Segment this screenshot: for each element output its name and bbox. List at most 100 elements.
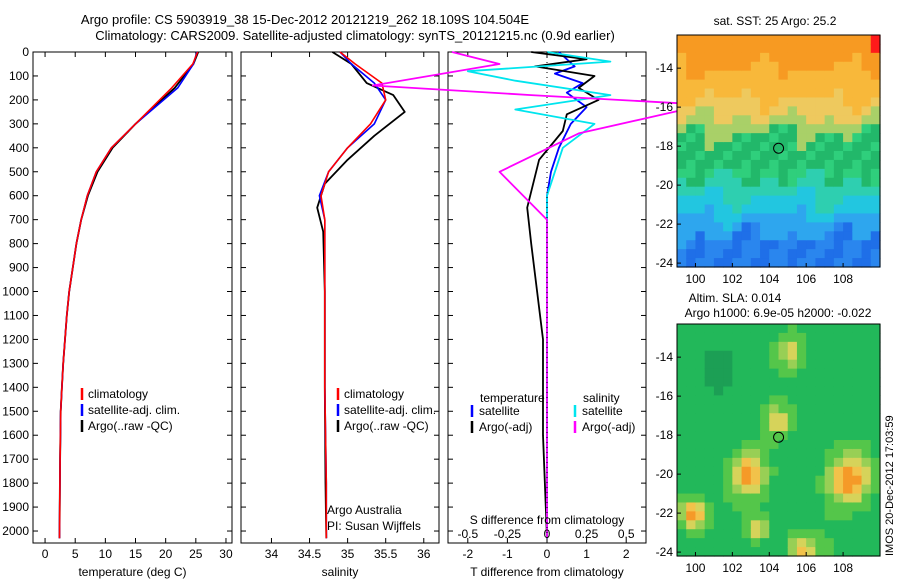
- heatmap-cell: [861, 195, 872, 206]
- heatmap-cell: [723, 484, 733, 495]
- heatmap-cell: [750, 466, 761, 477]
- heatmap-cell: [787, 133, 798, 143]
- heatmap-cell: [723, 213, 733, 223]
- heatmap-cell: [769, 484, 780, 495]
- heatmap-cell: [741, 106, 752, 116]
- heatmap-cell: [704, 79, 715, 90]
- heatmap-cell: [796, 133, 807, 143]
- heatmap-cell: [843, 35, 853, 45]
- heatmap-cell: [787, 52, 798, 63]
- heatmap-cell: [760, 213, 770, 223]
- heatmap-cell: [750, 204, 761, 215]
- sla_map-ytick-label: -18: [656, 428, 674, 442]
- heatmap-cell: [686, 79, 697, 90]
- heatmap-cell: [778, 258, 789, 268]
- heatmap-cell: [778, 43, 789, 54]
- heatmap-cell: [677, 431, 687, 441]
- heatmap-cell: [796, 142, 807, 152]
- heatmap-cell: [760, 324, 770, 334]
- heatmap-cell: [769, 413, 780, 423]
- heatmap-cell: [796, 422, 807, 432]
- heatmap-cell: [686, 547, 697, 557]
- heatmap-cell: [787, 502, 798, 512]
- heatmap-cell: [843, 115, 853, 125]
- heatmap-cell: [843, 43, 853, 54]
- heatmap-cell: [787, 61, 798, 72]
- heatmap-cell: [732, 52, 743, 63]
- heatmap-cell: [861, 159, 872, 170]
- heatmap-cell: [778, 547, 789, 557]
- heatmap-cell: [677, 413, 687, 423]
- map-title: Altim. SLA: 0.014: [689, 291, 782, 305]
- heatmap-cell: [704, 422, 715, 432]
- heatmap-cell: [741, 422, 752, 432]
- heatmap-cell: [686, 115, 697, 125]
- heatmap-cell: [695, 431, 706, 441]
- heatmap-cell: [796, 324, 807, 334]
- heatmap-cell: [750, 213, 761, 223]
- heatmap-cell: [861, 386, 872, 396]
- heatmap-cell: [750, 97, 761, 107]
- heatmap-cell: [824, 377, 835, 388]
- heatmap-cell: [806, 341, 817, 352]
- heatmap-cell: [732, 502, 743, 512]
- heatmap-cell: [704, 213, 715, 223]
- heatmap-cell: [796, 88, 807, 99]
- heatmap-cell: [713, 413, 724, 423]
- heatmap-cell: [732, 231, 743, 241]
- series-line-argo-raw-qc-: [316, 51, 406, 539]
- heatmap-cell: [760, 79, 770, 90]
- heatmap-cell: [760, 413, 770, 423]
- heatmap-cell: [852, 395, 863, 405]
- heatmap-cell: [750, 493, 761, 504]
- heatmap-cell: [713, 404, 724, 414]
- heatmap-cell: [769, 440, 780, 450]
- heatmap-cell: [861, 529, 872, 539]
- heatmap-cell: [843, 377, 853, 388]
- heatmap-cell: [861, 377, 872, 388]
- depth-tick-label: 100: [9, 69, 29, 83]
- heatmap-cell: [778, 222, 789, 232]
- heatmap-cell: [713, 520, 724, 530]
- heatmap-cell: [787, 350, 798, 361]
- heatmap-cell: [704, 124, 715, 134]
- heatmap-cell: [741, 168, 752, 179]
- heatmap-cell: [796, 35, 807, 45]
- heatmap-cell: [677, 422, 687, 432]
- heatmap-cell: [769, 186, 780, 197]
- heatmap-cell: [686, 195, 697, 206]
- heatmap-cell: [852, 35, 863, 45]
- heatmap-cell: [806, 124, 817, 134]
- heatmap-cell: [741, 88, 752, 99]
- heatmap-cell: [778, 511, 789, 521]
- heatmap-cell: [723, 332, 733, 343]
- heatmap-cell: [741, 431, 752, 441]
- heatmap-cell: [750, 195, 761, 206]
- sla_map-heatmap: [677, 324, 881, 557]
- heatmap-cell: [769, 359, 780, 370]
- heatmap-cell: [843, 341, 853, 352]
- heatmap-cell: [741, 350, 752, 361]
- heatmap-cell: [778, 520, 789, 530]
- heatmap-cell: [723, 529, 733, 539]
- heatmap-cell: [852, 377, 863, 388]
- heatmap-cell: [695, 231, 706, 241]
- heatmap-cell: [750, 547, 761, 557]
- heatmap-cell: [870, 43, 881, 54]
- heatmap-cell: [713, 106, 724, 116]
- heatmap-cell: [815, 124, 826, 134]
- heatmap-cell: [732, 457, 743, 468]
- heatmap-cell: [806, 475, 817, 486]
- heatmap-cell: [870, 79, 881, 90]
- heatmap-cell: [815, 61, 826, 72]
- temperature-xtick-label: 20: [159, 547, 173, 561]
- heatmap-cell: [686, 142, 697, 152]
- heatmap-cell: [824, 43, 835, 54]
- heatmap-cell: [760, 240, 770, 250]
- heatmap-cell: [695, 520, 706, 530]
- heatmap-cell: [769, 493, 780, 504]
- heatmap-cell: [824, 431, 835, 441]
- heatmap-cell: [769, 70, 780, 81]
- heatmap-cell: [824, 115, 835, 125]
- heatmap-cell: [723, 350, 733, 361]
